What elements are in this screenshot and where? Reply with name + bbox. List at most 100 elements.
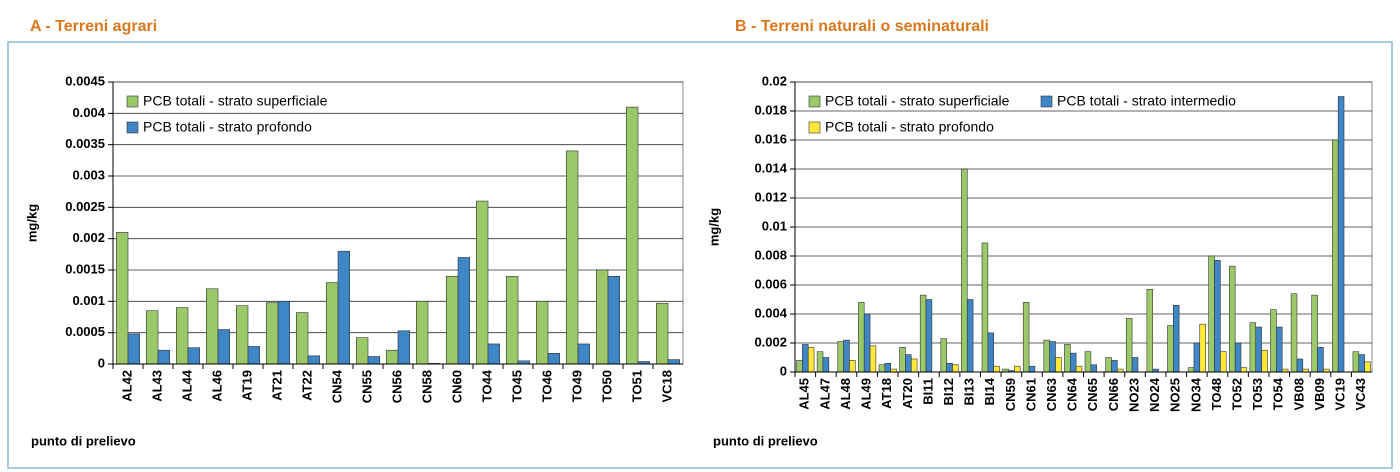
bar (1028, 365, 1036, 373)
bar (966, 299, 974, 373)
x-tick-label: VB08 (1291, 378, 1306, 411)
bar (1261, 349, 1268, 373)
bar (1228, 265, 1236, 373)
x-tick-label: TO46 (539, 370, 554, 402)
x-tick-label: CN66 (1106, 378, 1121, 411)
bar (655, 302, 669, 365)
bar (952, 364, 959, 373)
bar (1296, 358, 1304, 373)
bar (505, 275, 519, 365)
y-axis-label: mg/kg (706, 208, 721, 246)
bar (1199, 323, 1206, 373)
x-tick-label: CN64 (1065, 377, 1080, 411)
legend-label: PCB totali - strato superficiale (143, 93, 328, 109)
bar (884, 362, 891, 373)
x-tick-label: AT20 (900, 378, 915, 409)
y-axis-label: mg/kg (24, 204, 39, 242)
bar (1125, 318, 1133, 373)
x-tick-label: AT22 (299, 370, 314, 401)
y-tick-label: 0.01 (762, 218, 787, 233)
bar (1270, 309, 1277, 373)
x-tick-label: AT21 (269, 370, 284, 401)
bar (878, 364, 886, 373)
bar (535, 301, 549, 365)
y-tick-label: 0.018 (754, 102, 787, 117)
x-tick-label: NO24 (1147, 377, 1162, 412)
bar (595, 269, 609, 365)
bar (146, 310, 159, 365)
legend-swatch (808, 95, 821, 108)
bar (822, 357, 830, 373)
bar (1276, 326, 1283, 373)
x-tick-label: CN59 (1003, 378, 1018, 411)
x-axis-label: punto di prelievo (31, 433, 136, 448)
legend-label: PCB totali - strato intermedio (1057, 93, 1236, 109)
bar (961, 168, 968, 373)
x-tick-label: TO51 (629, 370, 644, 402)
bar (1090, 364, 1098, 373)
x-tick-label: NO25 (1168, 378, 1183, 412)
bar (1337, 96, 1345, 373)
bar (869, 345, 877, 373)
x-tick-label: TO48 (1209, 378, 1224, 410)
bar (295, 312, 309, 365)
bar (475, 200, 489, 365)
x-tick-label: BI12 (941, 378, 956, 405)
bar (837, 341, 844, 373)
bar (367, 356, 380, 365)
bar (1075, 365, 1083, 373)
bar (1255, 326, 1262, 373)
bar (607, 275, 620, 365)
bar (1193, 342, 1201, 373)
bar (1022, 302, 1030, 373)
x-tick-label: CN54 (329, 369, 344, 403)
bar (236, 305, 249, 365)
x-tick-label: TO50 (599, 370, 614, 402)
x-tick-label: BI11 (920, 378, 935, 405)
x-tick-label: AT19 (239, 370, 254, 401)
y-tick-label: 0.001 (72, 293, 105, 308)
y-tick-label: 0.008 (754, 247, 787, 262)
bar (1220, 351, 1227, 373)
legend-swatch (808, 121, 821, 134)
bar (1311, 294, 1318, 373)
bar (176, 307, 189, 365)
y-tick-label: 0.004 (72, 105, 105, 120)
y-tick-label: 0.016 (754, 131, 787, 146)
bar (625, 106, 639, 365)
bar (905, 354, 912, 373)
bar (415, 301, 429, 365)
x-tick-label: TO53 (1250, 378, 1265, 410)
bar (1352, 351, 1360, 373)
legend-swatch (126, 95, 139, 108)
bar (667, 359, 680, 365)
bar (1069, 352, 1077, 373)
bar (1013, 365, 1021, 373)
x-tick-label: NO23 (1126, 378, 1141, 412)
bar (919, 294, 927, 373)
y-tick-label: 0.0015 (65, 261, 105, 276)
panel-title: B - Terreni naturali o seminaturali (735, 18, 989, 35)
x-tick-label: CN55 (359, 370, 374, 403)
bar (863, 313, 871, 373)
bar (946, 362, 953, 373)
x-tick-label: BI13 (962, 378, 977, 405)
bar (1111, 360, 1118, 373)
bar (1214, 260, 1221, 373)
x-tick-label: AL46 (209, 370, 224, 402)
bar (325, 282, 339, 365)
bar (1131, 357, 1139, 373)
bar (206, 288, 219, 365)
bar (1187, 367, 1195, 373)
bar (1234, 342, 1242, 373)
bar (899, 347, 906, 373)
x-tick-label: VC43 (1353, 378, 1368, 411)
x-tick-label: NO34 (1188, 377, 1203, 412)
x-tick-label: AL48 (838, 378, 853, 410)
x-tick-label: CN63 (1044, 378, 1059, 411)
bar (1317, 347, 1324, 373)
bar (577, 343, 590, 365)
bar (849, 360, 856, 373)
x-tick-label: AL44 (179, 369, 194, 402)
